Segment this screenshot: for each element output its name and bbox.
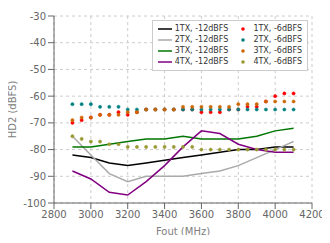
svg-text:4200: 4200 bbox=[299, 209, 322, 220]
svg-text:-90: -90 bbox=[30, 171, 46, 182]
svg-text:-70: -70 bbox=[30, 117, 46, 128]
html-text:3TX, -6dBFS: 3TX, -6dBFS bbox=[253, 46, 302, 55]
svg-text:3600: 3600 bbox=[189, 209, 214, 220]
svg-text:4000: 4000 bbox=[262, 209, 287, 220]
html-text:3TX, -12dBFS: 3TX, -12dBFS bbox=[174, 46, 229, 55]
svg-text:HD2 (dBFS): HD2 (dBFS) bbox=[8, 81, 18, 139]
svg-text:-60: -60 bbox=[30, 91, 46, 102]
svg-text:3800: 3800 bbox=[226, 209, 251, 220]
html-text:2TX, -12dBFS: 2TX, -12dBFS bbox=[174, 35, 229, 44]
svg-text:-100: -100 bbox=[23, 198, 46, 209]
svg-text:3200: 3200 bbox=[115, 209, 140, 220]
svg-text:2800: 2800 bbox=[41, 209, 66, 220]
html-text:1TX, -6dBFS: 1TX, -6dBFS bbox=[253, 24, 302, 33]
svg-text:3000: 3000 bbox=[78, 209, 103, 220]
svg-text:-80: -80 bbox=[30, 144, 46, 155]
html-text:4TX, -12dBFS: 4TX, -12dBFS bbox=[174, 57, 229, 66]
svg-text:-30: -30 bbox=[30, 11, 46, 22]
svg-text:-40: -40 bbox=[30, 37, 46, 48]
svg-text:-50: -50 bbox=[30, 64, 46, 75]
html-text:2TX, -6dBFS: 2TX, -6dBFS bbox=[253, 35, 302, 44]
svg-text:3400: 3400 bbox=[152, 209, 177, 220]
svg-text:Fout (MHz): Fout (MHz) bbox=[156, 226, 210, 235]
html-text:1TX, -12dBFS: 1TX, -12dBFS bbox=[174, 24, 229, 33]
html-text:4TX, -6dBFS: 4TX, -6dBFS bbox=[253, 57, 302, 66]
